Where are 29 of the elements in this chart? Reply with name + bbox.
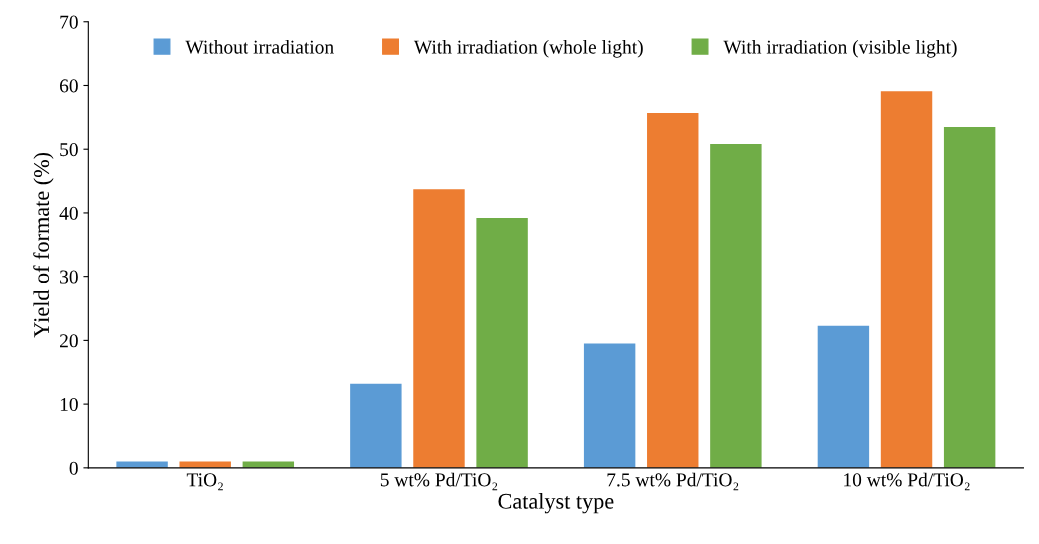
bar	[116, 461, 168, 468]
bar	[242, 461, 295, 468]
y-tick-label: 60	[59, 79, 78, 93]
x-tick-label: 7.5 wt% Pd/TiO₂	[607, 472, 739, 491]
bar	[880, 91, 933, 468]
bar	[647, 112, 699, 468]
bar	[583, 343, 636, 468]
bar	[476, 218, 528, 468]
y-tick-label: 20	[60, 334, 78, 348]
bar	[710, 144, 762, 468]
legend-label: With irradiation (whole light)	[413, 39, 643, 58]
y-tick-label: 40	[59, 206, 78, 220]
y-axis-title: Yield of formate (%)	[33, 152, 54, 338]
legend-label: Without irradiation	[185, 39, 334, 54]
bar	[413, 189, 465, 468]
bar	[179, 461, 231, 468]
y-tick-label: 0	[69, 461, 78, 475]
y-tick-label: 10	[60, 397, 78, 412]
x-tick-label: TiO₂	[186, 473, 223, 491]
x-axis-title: Catalyst type	[498, 493, 614, 514]
x-tick-label: 10 wt% Pd/TiO₂	[844, 472, 970, 491]
y-tick-label: 50	[60, 143, 78, 157]
x-tick-label: 5 wt% Pd/TiO₂	[380, 472, 498, 491]
y-tick-label: 70	[60, 15, 78, 29]
bar	[350, 383, 402, 468]
bar	[943, 126, 996, 468]
y-tick-label: 30	[60, 270, 78, 284]
bar	[817, 325, 870, 468]
legend-label: With irradiation (visible light)	[723, 39, 957, 58]
